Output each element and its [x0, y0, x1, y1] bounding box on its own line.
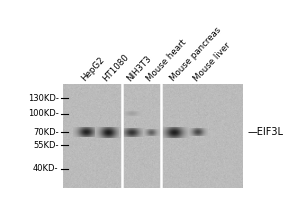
Text: Mouse liver: Mouse liver — [191, 41, 232, 83]
Text: Mouse heart: Mouse heart — [145, 37, 188, 83]
Text: HepG2: HepG2 — [80, 55, 106, 83]
Text: 40KD-: 40KD- — [33, 164, 58, 173]
Text: NIH3T3: NIH3T3 — [125, 54, 153, 83]
Text: —EIF3L: —EIF3L — [248, 127, 284, 137]
Text: 55KD-: 55KD- — [33, 141, 58, 150]
Text: 130KD-: 130KD- — [28, 94, 58, 103]
Text: HT1080: HT1080 — [101, 52, 131, 83]
Text: 100KD-: 100KD- — [28, 109, 58, 118]
Text: 70KD-: 70KD- — [33, 128, 58, 137]
Text: Mouse pancreas: Mouse pancreas — [168, 25, 223, 83]
